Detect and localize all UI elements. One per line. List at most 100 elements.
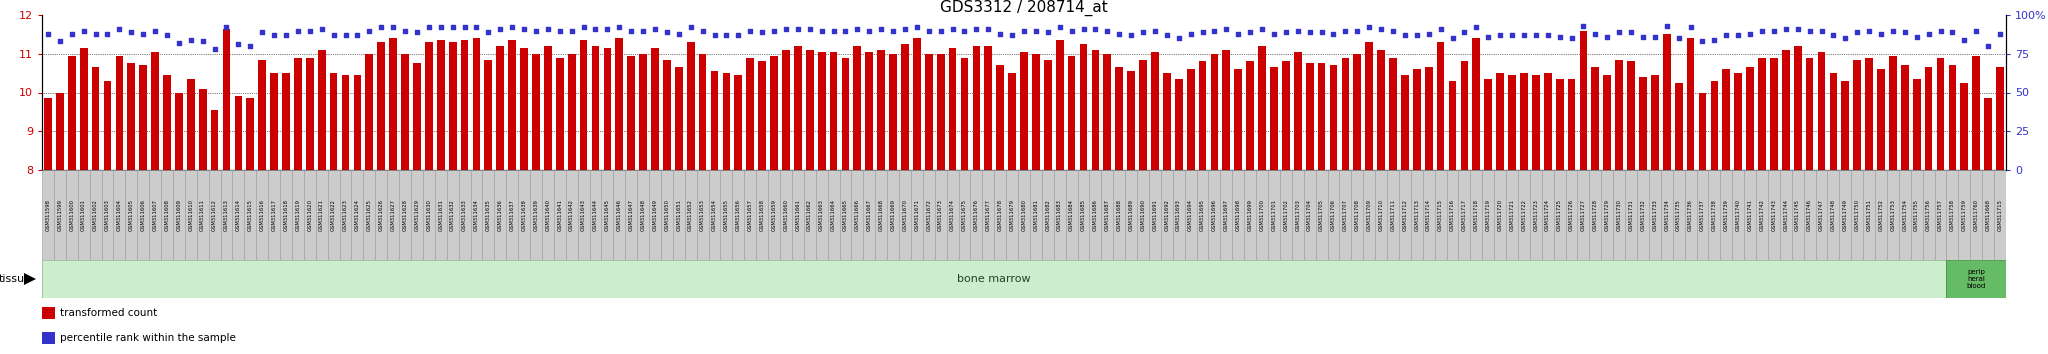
Bar [1602,170,1614,260]
Bar [362,170,375,260]
Bar [803,170,815,260]
Point [1804,28,1837,33]
Bar [1065,170,1077,260]
Text: GSM311698: GSM311698 [1235,199,1241,231]
Text: GSM311729: GSM311729 [1606,199,1610,231]
Bar [1636,170,1649,260]
Bar [1937,58,1944,170]
Text: GSM311636: GSM311636 [498,199,502,231]
Bar [1470,170,1483,260]
Text: GSM311630: GSM311630 [426,199,432,231]
Bar [1985,98,1993,170]
Text: GSM311625: GSM311625 [367,199,373,231]
Bar [1866,58,1874,170]
Text: GSM311714: GSM311714 [1425,199,1432,231]
Point [1769,26,1802,32]
Bar [676,67,682,170]
Point [1163,35,1196,41]
Bar [1745,170,1755,260]
Text: GSM311708: GSM311708 [1356,199,1360,231]
Bar [1497,73,1503,170]
Bar [113,170,125,260]
Text: GSM311697: GSM311697 [1225,199,1229,231]
Point [352,28,385,33]
Bar [913,38,922,170]
Point [102,26,135,32]
Bar [616,38,623,170]
Bar [223,29,229,170]
Text: GSM311699: GSM311699 [1247,199,1253,231]
Point [1925,28,1958,33]
Point [1233,29,1266,35]
Text: GSM311632: GSM311632 [451,199,455,231]
Point [152,32,184,38]
Text: GSM311601: GSM311601 [82,199,86,231]
Bar [426,42,432,170]
Bar [1972,56,1980,170]
Bar [674,170,684,260]
Bar [330,73,338,170]
Text: GSM311747: GSM311747 [1819,199,1825,231]
Bar [696,170,709,260]
Text: GSM311738: GSM311738 [1712,199,1716,231]
Text: GSM311721: GSM311721 [1509,199,1516,231]
Bar [422,170,434,260]
Text: GSM311637: GSM311637 [510,199,514,231]
Bar [1898,170,1911,260]
Bar [1864,170,1876,260]
Point [139,28,172,33]
Bar [283,73,291,170]
Bar [793,170,803,260]
Text: GSM311736: GSM311736 [1688,199,1694,231]
Point [281,28,313,33]
Bar [662,170,674,260]
Bar [389,38,397,170]
Bar [1614,170,1626,260]
Point [758,28,791,33]
Bar [1589,170,1602,260]
Text: GSM311737: GSM311737 [1700,199,1706,231]
Point [733,28,766,33]
Bar [1675,83,1683,170]
Bar [1878,69,1884,170]
Bar [508,40,516,170]
Bar [268,170,281,260]
Point [1174,31,1206,36]
Bar [102,170,113,260]
Bar [174,92,182,170]
Bar [1708,170,1720,260]
Bar [1006,170,1018,260]
Bar [1386,170,1399,260]
Point [1329,28,1362,33]
Bar [150,170,162,260]
Text: GSM311744: GSM311744 [1784,199,1788,231]
Text: GSM311616: GSM311616 [260,199,264,231]
Point [1210,26,1243,32]
Point [723,32,756,38]
Text: GSM311676: GSM311676 [975,199,979,231]
Text: GSM311723: GSM311723 [1534,199,1538,231]
Point [90,31,123,36]
Bar [43,307,55,319]
Point [412,24,444,30]
Bar [1579,30,1587,170]
Bar [399,170,412,260]
Text: GSM311695: GSM311695 [1200,199,1204,231]
Bar [1780,170,1792,260]
Bar [377,42,385,170]
Bar [401,54,410,170]
Point [1745,28,1778,33]
Bar [387,170,399,260]
Bar [1804,170,1815,260]
Text: GSM311603: GSM311603 [104,199,111,231]
Point [461,24,494,30]
Bar [686,42,694,170]
Bar [1257,46,1266,170]
Bar [494,170,506,260]
Text: GSM311701: GSM311701 [1272,199,1276,231]
Point [674,24,707,30]
Text: GSM311649: GSM311649 [653,199,657,231]
Bar [1946,260,2005,298]
Bar [244,170,256,260]
Bar [1651,75,1659,170]
